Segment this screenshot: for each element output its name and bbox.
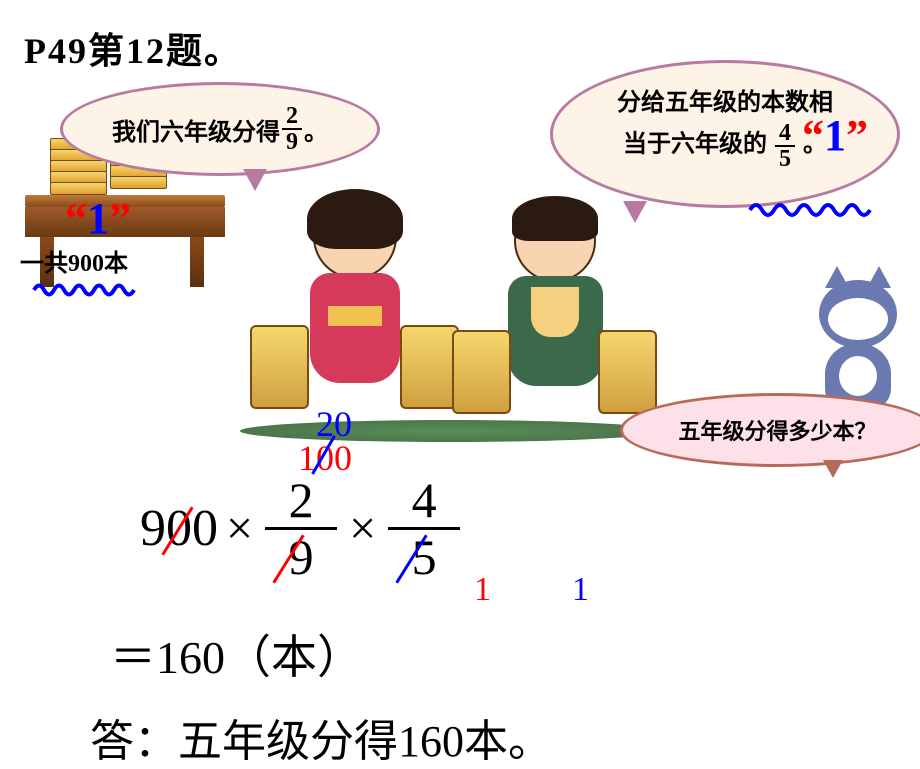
bubble1-frac-den: 9 xyxy=(282,130,302,154)
bubble1-prefix: 我们六年级分得 xyxy=(112,112,280,147)
slide: P49第12题。 一共900本 我们六年级分得 2 9 。 分给五年级的本数相 … xyxy=(0,0,920,690)
quote-left-1: “ xyxy=(65,194,87,243)
bubble1-frac-num: 2 xyxy=(282,104,302,130)
bubble2-line2-prefix: 当于六年级的 xyxy=(623,131,767,157)
fraction-2-9: 2 9 xyxy=(265,475,337,582)
cancel-1-blue: 1 xyxy=(572,571,589,609)
answer-row: 答：五年级分得160本。 xyxy=(90,705,552,769)
bubble1-suffix: 。 xyxy=(304,112,328,147)
annotation-unit-1-right: “1” xyxy=(802,110,868,161)
bubble2-frac-num: 4 xyxy=(775,121,795,147)
f1-num: 2 xyxy=(283,475,320,527)
bubble2-fraction: 4 5 xyxy=(775,121,795,171)
annotation-unit-1-left: “1” xyxy=(65,193,131,244)
result-row: ＝160（本） xyxy=(110,621,552,687)
bubble2-frac-den: 5 xyxy=(775,147,795,171)
quote-right-2: ” xyxy=(846,111,868,160)
math-working: 20 100 1 1 900 × 2 9 × 4 5 xyxy=(140,403,552,769)
speech-bubble-question: 五年级分得多少本？ xyxy=(620,393,920,467)
mult-1: × xyxy=(226,501,253,556)
quote-left-2: “ xyxy=(802,111,824,160)
one-2: 1 xyxy=(824,111,846,160)
calc-row: 900 × 2 9 × 4 5 xyxy=(140,463,552,593)
squiggle-underline-2 xyxy=(748,200,878,220)
f2-num: 4 xyxy=(406,475,443,527)
bubble1-fraction: 2 9 xyxy=(282,104,302,154)
speech-bubble-grade6: 我们六年级分得 2 9 。 xyxy=(60,82,380,176)
fraction-4-5: 4 5 xyxy=(388,475,460,582)
mult-2: × xyxy=(349,501,376,556)
one-1: 1 xyxy=(87,194,109,243)
total-books-label: 一共900本 xyxy=(20,243,128,278)
quote-right-1: ” xyxy=(109,194,131,243)
operand-900: 900 xyxy=(140,499,218,558)
page-title: P49第12题。 xyxy=(24,22,242,74)
bubble3-text: 五年级分得多少本？ xyxy=(678,414,876,446)
squiggle-underline-1 xyxy=(32,280,142,298)
